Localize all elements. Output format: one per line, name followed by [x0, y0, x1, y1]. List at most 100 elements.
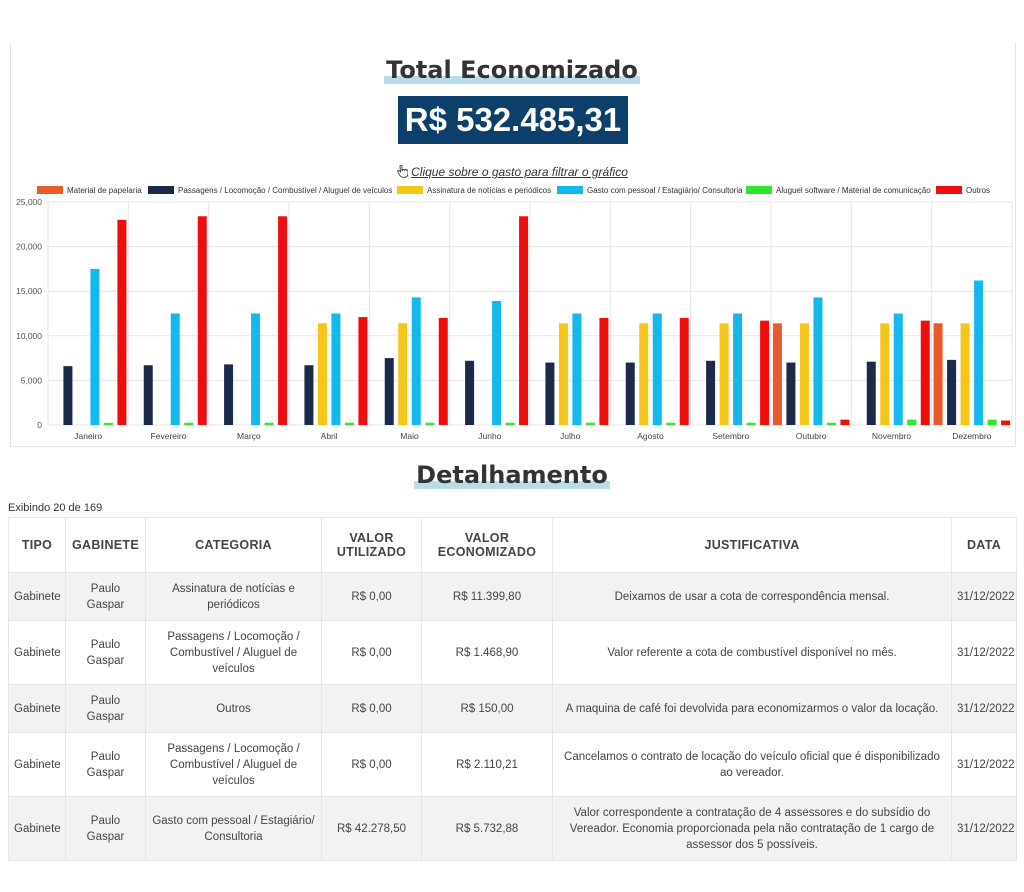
col-header-justificativa[interactable]: JUSTIFICATIVA — [552, 517, 952, 573]
cell-valor-economizado: R$ 2.110,21 — [421, 732, 553, 797]
col-header-valor-economizado[interactable]: VALOR ECONOMIZADO — [421, 517, 553, 573]
bar[interactable] — [826, 422, 836, 425]
bar[interactable] — [572, 313, 582, 426]
bar[interactable] — [746, 422, 756, 425]
bar[interactable] — [840, 419, 850, 425]
bar[interactable] — [599, 317, 609, 425]
bar[interactable] — [344, 422, 354, 425]
legend-label[interactable]: Aluguel software / Material de comunicaç… — [776, 186, 931, 195]
col-header-gabinete[interactable]: GABINETE — [65, 517, 146, 573]
bar[interactable] — [960, 323, 970, 425]
bar[interactable] — [398, 323, 408, 425]
bar[interactable] — [987, 419, 997, 425]
bar[interactable] — [639, 323, 649, 425]
bar[interactable] — [438, 317, 448, 425]
cell-valor-utilizado: R$ 0,00 — [321, 572, 422, 621]
bar[interactable] — [143, 365, 153, 425]
legend-swatch[interactable] — [148, 186, 174, 194]
bar[interactable] — [117, 219, 127, 425]
bar[interactable] — [278, 216, 288, 425]
bar[interactable] — [893, 313, 903, 426]
showing-count: Exibindo 20 de 169 — [8, 502, 103, 514]
cell-valor-utilizado: R$ 42.278,50 — [321, 796, 422, 861]
bar[interactable] — [264, 422, 274, 425]
bar[interactable] — [799, 323, 809, 425]
bar[interactable] — [184, 422, 194, 425]
x-tick-label: Setembro — [712, 431, 749, 441]
bar[interactable] — [880, 323, 890, 425]
bar[interactable] — [772, 323, 782, 425]
bar[interactable] — [666, 422, 676, 425]
col-header-categoria[interactable]: CATEGORIA — [145, 517, 322, 573]
x-tick-label: Julho — [560, 431, 581, 441]
bar[interactable] — [545, 362, 555, 425]
bar[interactable] — [317, 323, 327, 425]
bar[interactable] — [425, 422, 435, 425]
bar[interactable] — [625, 362, 635, 425]
bar[interactable] — [920, 320, 930, 425]
x-tick-label: Novembro — [872, 431, 911, 441]
legend-swatch[interactable] — [746, 186, 772, 194]
bar[interactable] — [492, 301, 502, 425]
page-title-text: Total Economizado — [384, 56, 640, 84]
bar[interactable] — [103, 422, 113, 425]
bar[interactable] — [933, 323, 943, 425]
x-tick-label: Janeiro — [74, 431, 102, 441]
legend-swatch[interactable] — [557, 186, 583, 194]
bar[interactable] — [358, 317, 368, 425]
bar[interactable] — [519, 216, 529, 425]
bar[interactable] — [90, 268, 100, 425]
col-header-data[interactable]: DATA — [951, 517, 1017, 573]
legend-label[interactable]: Assinatura de notícias e periódicos — [427, 186, 551, 195]
cell-valor-economizado: R$ 1.468,90 — [421, 620, 553, 685]
col-header-tipo[interactable]: TIPO — [8, 517, 66, 573]
bar[interactable] — [465, 360, 475, 425]
bar[interactable] — [813, 297, 823, 425]
bar[interactable] — [719, 323, 729, 425]
cell-justificativa: Valor correspondente a contratação de 4 … — [552, 796, 952, 861]
bar[interactable] — [652, 313, 662, 426]
bar[interactable] — [733, 313, 743, 426]
bar[interactable] — [63, 366, 73, 425]
legend-swatch[interactable] — [397, 186, 423, 194]
bar[interactable] — [585, 422, 595, 425]
filter-hint[interactable]: Clique sobre o gasto para filtrar o gráf… — [0, 164, 1024, 179]
section-title: Detalhamento — [0, 461, 1024, 489]
bar[interactable] — [1001, 420, 1011, 425]
bar[interactable] — [411, 297, 421, 425]
bar-chart: 0 5,000 10,000 15,000 20,000 25,000 Janeiro Fev… — [16, 186, 1013, 441]
bar[interactable] — [866, 361, 876, 425]
bar[interactable] — [251, 313, 261, 426]
legend-swatch[interactable] — [37, 186, 63, 194]
bar[interactable] — [505, 422, 515, 425]
y-tick-label: 5,000 — [21, 375, 43, 385]
bar[interactable] — [224, 364, 234, 425]
bar[interactable] — [558, 323, 568, 425]
cell-gabinete: Paulo Gaspar — [65, 796, 146, 861]
bar[interactable] — [760, 320, 770, 425]
legend-label[interactable]: Gasto com pessoal / Estagiário/ Consulto… — [587, 186, 743, 195]
cell-categoria: Gasto com pessoal / Estagiário/ Consulto… — [145, 796, 322, 861]
cell-tipo: Gabinete — [8, 732, 66, 797]
cell-justificativa: Deixamos de usar a cota de correspondênc… — [552, 572, 952, 621]
bar[interactable] — [679, 317, 689, 425]
y-tick-label: 25,000 — [16, 197, 42, 207]
bar[interactable] — [786, 362, 796, 425]
legend-swatch[interactable] — [936, 186, 962, 194]
legend-label[interactable]: Passagens / Locomoção / Combustível / Al… — [178, 186, 392, 195]
bar[interactable] — [974, 280, 984, 425]
bar[interactable] — [706, 360, 716, 425]
y-tick-label: 15,000 — [16, 286, 42, 296]
col-header-valor-utilizado[interactable]: VALOR UTILIZADO — [321, 517, 422, 573]
bar[interactable] — [907, 419, 917, 425]
legend-label[interactable]: Material de papelaria — [67, 186, 142, 195]
legend-label[interactable]: Outros — [966, 186, 990, 195]
bar[interactable] — [304, 365, 314, 425]
cell-gabinete: Paulo Gaspar — [65, 620, 146, 685]
bar[interactable] — [331, 313, 341, 426]
bar[interactable] — [170, 313, 180, 426]
bar[interactable] — [384, 358, 394, 425]
bar[interactable] — [947, 359, 957, 425]
x-tick-label: Outubro — [796, 431, 827, 441]
bar[interactable] — [197, 216, 207, 425]
